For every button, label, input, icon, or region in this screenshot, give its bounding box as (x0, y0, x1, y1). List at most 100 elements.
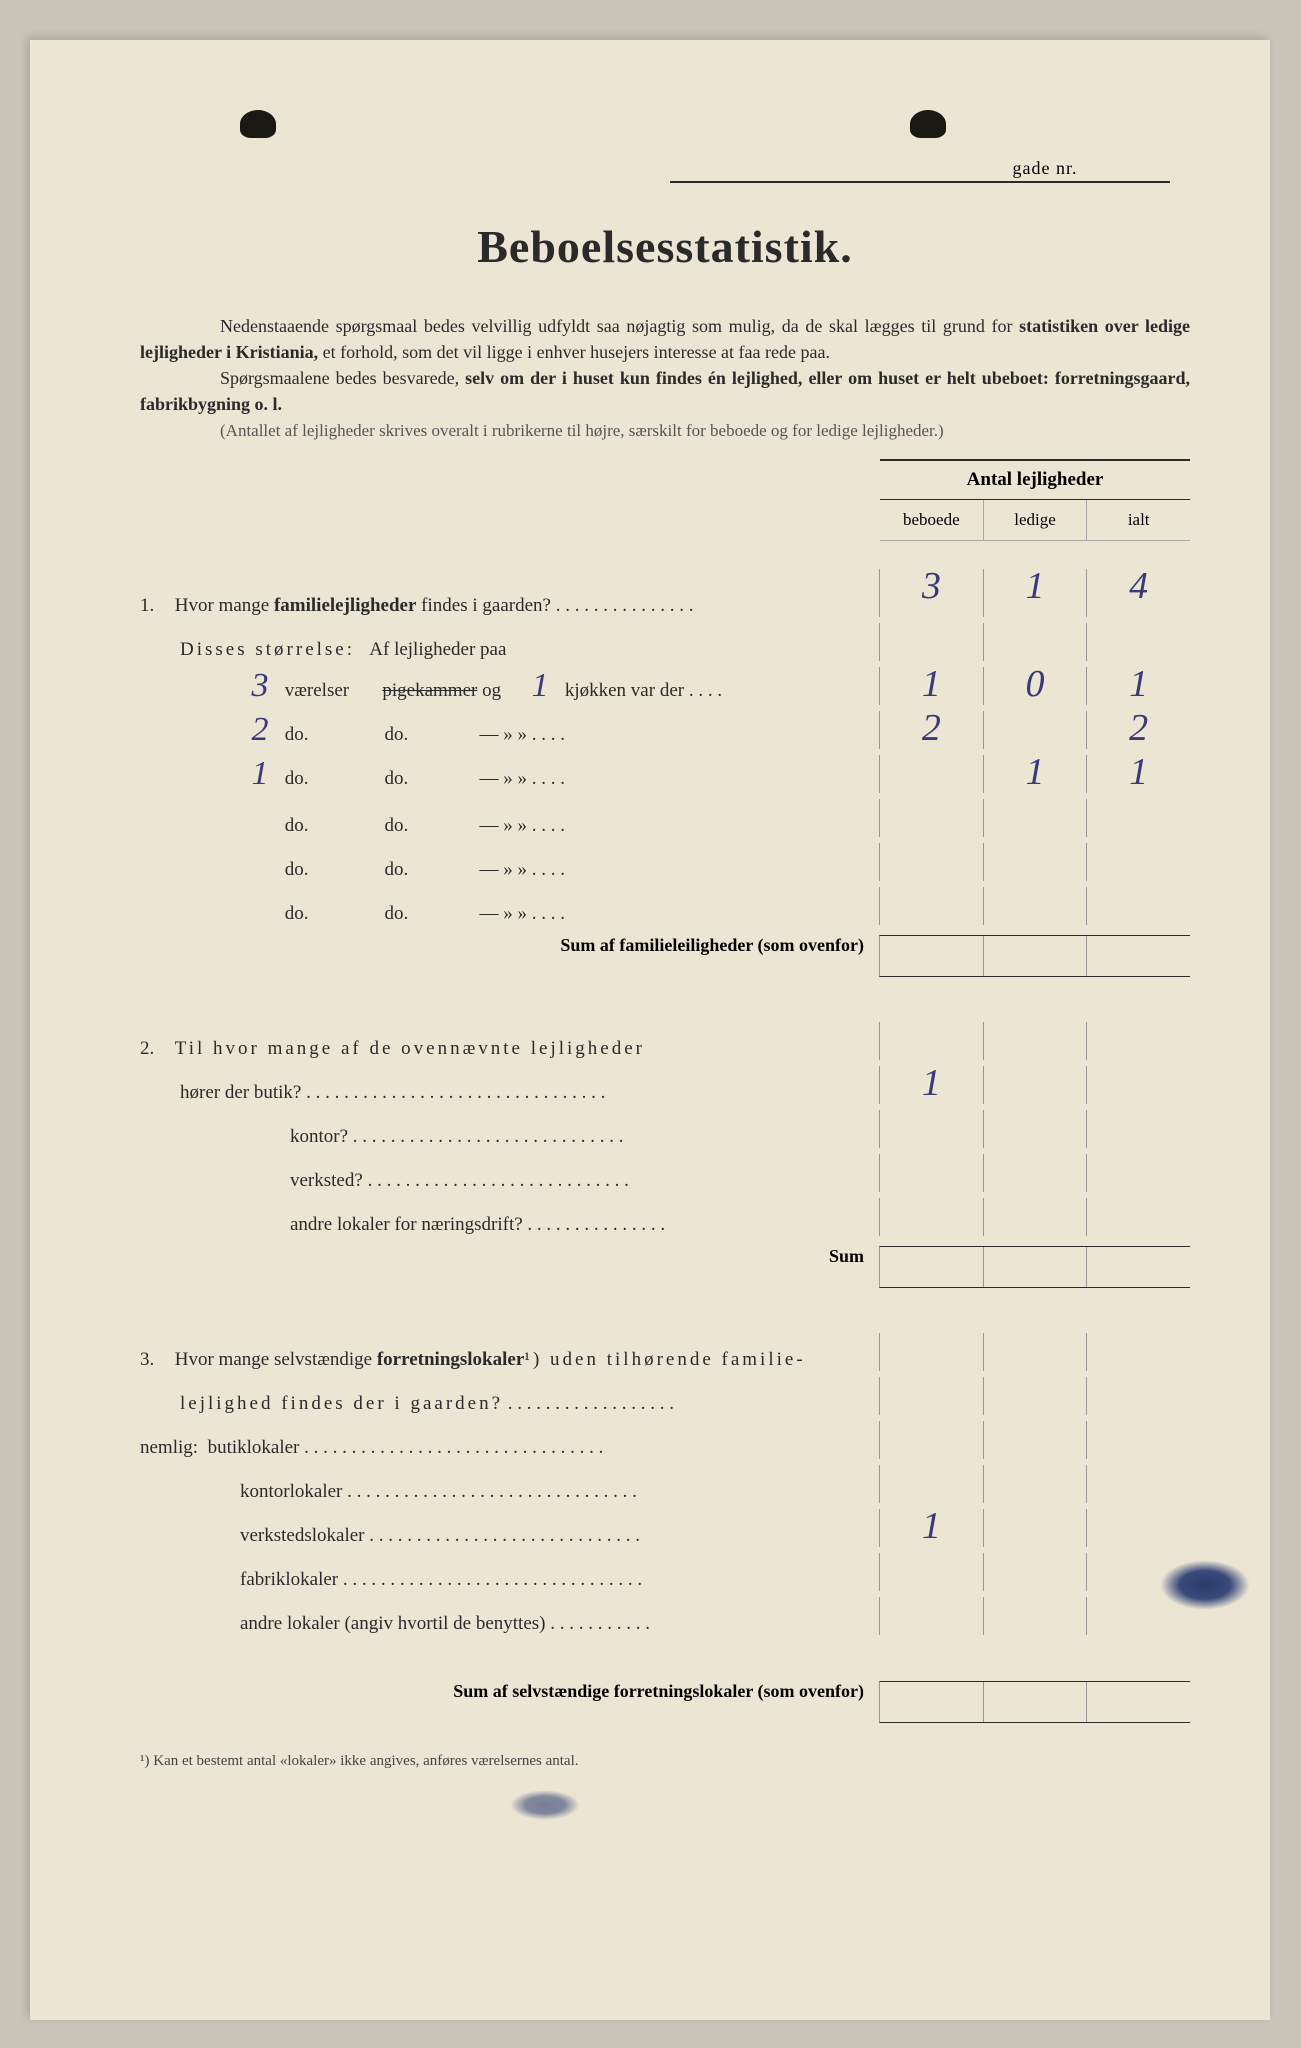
q1-size-row-1: 2 do. do. — » » . . . . 2 2 (140, 711, 1190, 749)
q1-size-b: Af lejligheder paa (369, 639, 506, 660)
q1-r0-kjlbl: kjøkken var der (565, 680, 684, 701)
q1-beboede: 3 (880, 569, 984, 617)
q1-r1-vaerlbl: do. (285, 724, 309, 745)
col-ledige: ledige (984, 500, 1088, 540)
q1-r2-b (880, 755, 984, 793)
q2-row-2: verksted? . . . . . . . . . . . . . . . … (140, 1154, 1190, 1192)
q1-size-row-2: 1 do. do. — » » . . . . 1 1 (140, 755, 1190, 793)
q3-r1-lbl: kontorlokaler (240, 1481, 342, 1502)
q1-size-row-4: do. do. — » » . . . . (140, 843, 1190, 881)
q3-r0-lbl: butiklokaler (208, 1437, 300, 1458)
q1-size-row-0: 3 værelser pigekammer og 1 kjøkken var d… (140, 667, 1190, 705)
q1-r3-vaerlbl: do. (285, 815, 309, 836)
q3-sum-row: Sum af selvstændige forretningslokaler (… (140, 1681, 1190, 1723)
q1-r2-l: 1 (984, 755, 1088, 793)
q3-row-2: verkstedslokaler . . . . . . . . . . . .… (140, 1509, 1190, 1547)
q1-r3-pk: do. (385, 815, 409, 836)
q1-size-row-3: do. do. — » » . . . . (140, 799, 1190, 837)
col-ialt: ialt (1087, 500, 1190, 540)
q1-r5-vaerlbl: do. (285, 903, 309, 924)
q1-r0-og: og (482, 680, 501, 701)
q1-r1-pk: do. (385, 724, 409, 745)
q1-r0-pk: pigekammer (382, 680, 477, 701)
q3-text-a: Hvor mange selvstændige (175, 1349, 377, 1370)
q3-row-4: andre lokaler (angiv hvortil de benyttes… (140, 1597, 1190, 1635)
q2-row-3: andre lokaler for næringsdrift? . . . . … (140, 1198, 1190, 1236)
q3-nemlig: nemlig: (140, 1437, 198, 1458)
q2-sum-row: Sum (140, 1246, 1190, 1288)
q3-row-3: fabriklokaler . . . . . . . . . . . . . … (140, 1553, 1190, 1591)
table-header: Antal lejligheder beboede ledige ialt (880, 459, 1190, 541)
page-title: Beboelsesstatistik. (140, 220, 1190, 273)
q1-r2-i: 1 (1087, 755, 1190, 793)
q1-r0-i: 1 (1087, 667, 1190, 705)
ink-blot (1160, 1560, 1250, 1610)
q3-r3-lbl: fabriklokaler (240, 1569, 338, 1590)
q1-r0-l: 0 (984, 667, 1088, 705)
punch-hole-right (910, 110, 946, 138)
intro-p2a: Spørgsmaalene bedes besvarede, (220, 368, 465, 388)
q1-r5-pk: do. (385, 903, 409, 924)
q2-r3-lbl: andre lokaler for næringsdrift? (290, 1214, 523, 1235)
q1-ledige: 1 (984, 569, 1088, 617)
q2-r2-lbl: verksted? (290, 1170, 363, 1191)
q1-row: 1. Hvor mange familielejligheder findes … (140, 569, 1190, 617)
intro-p1c: et forhold, som det vil ligge i enhver h… (318, 342, 830, 362)
q1-r2-vaer: 1 (240, 755, 280, 793)
q2-row-1: kontor? . . . . . . . . . . . . . . . . … (140, 1110, 1190, 1148)
q1-sum-row: Sum af familieleiligheder (som ovenfor) (140, 935, 1190, 977)
q2-text: Til hvor mange af de ovennævnte lejlighe… (175, 1038, 645, 1059)
q1-r1-i: 2 (1087, 711, 1190, 749)
q3-num: 3. (140, 1349, 170, 1371)
q3-text-d: lejlighed findes der i gaarden? (180, 1393, 503, 1414)
q1-r2-pk: do. (385, 768, 409, 789)
q2-header-row: 2. Til hvor mange af de ovennævnte lejli… (140, 1022, 1190, 1060)
intro-p1a: Nedenstaaende spørgsmaal bedes velvillig… (220, 316, 1019, 336)
q3-row-1: kontorlokaler . . . . . . . . . . . . . … (140, 1465, 1190, 1503)
q1-r1-kjlbl: — » » (480, 724, 528, 745)
q3-header-row: 3. Hvor mange selvstændige forretningslo… (140, 1333, 1190, 1371)
q2-row-0: hører der butik? . . . . . . . . . . . .… (140, 1066, 1190, 1104)
q2-num: 2. (140, 1038, 170, 1060)
q1-size-label-row: Disses størrelse: Af lejligheder paa (140, 623, 1190, 661)
q3-row-0: nemlig: butiklokaler . . . . . . . . . .… (140, 1421, 1190, 1459)
q1-r3-kjlbl: — » » (480, 815, 528, 836)
q1-size-a: Disses størrelse: (180, 639, 355, 660)
q1-r0-vaer: 3 (240, 667, 280, 705)
q2-r0-b: 1 (880, 1066, 984, 1104)
q1-text-b: familielejligheder (274, 595, 416, 616)
q1-r1-b: 2 (880, 711, 984, 749)
q1-r5-kjlbl: — » » (480, 903, 528, 924)
q1-text-a: Hvor mange (175, 595, 274, 616)
q1-r1-vaer: 2 (240, 711, 280, 749)
q1-r0-b: 1 (880, 667, 984, 705)
q1-r0-kj: 1 (520, 667, 560, 705)
header-address-line: gade nr. (670, 158, 1170, 183)
document-page: gade nr. Beboelsesstatistik. Nedenstaaen… (30, 40, 1270, 2020)
q1-r4-vaerlbl: do. (285, 859, 309, 880)
q3-sum-label: Sum af selvstændige forretningslokaler (… (453, 1681, 864, 1701)
col-beboede: beboede (880, 500, 984, 540)
intro-text: Nedenstaaende spørgsmaal bedes velvillig… (140, 313, 1190, 444)
footnote: ¹) Kan et bestemt antal «lokaler» ikke a… (140, 1753, 1190, 1770)
q3-r2-lbl: verkstedslokaler (240, 1525, 365, 1546)
q1-text-c: findes i gaarden? (416, 595, 551, 616)
q3-text-b: forretningslokaler (377, 1349, 524, 1370)
q3-header-row2: lejlighed findes der i gaarden? . . . . … (140, 1377, 1190, 1415)
table-header-title: Antal lejligheder (880, 459, 1190, 500)
gade-label: gade nr. (1013, 158, 1078, 178)
q1-size-row-5: do. do. — » » . . . . (140, 887, 1190, 925)
q1-ialt: 4 (1087, 569, 1190, 617)
q1-r2-vaerlbl: do. (285, 768, 309, 789)
q2-r0-lbl: hører der butik? (180, 1082, 301, 1103)
q2-sum-label: Sum (829, 1246, 864, 1266)
q3-text-c: ¹) uden tilhørende familie- (524, 1349, 805, 1370)
q1-num: 1. (140, 595, 170, 617)
intro-p3: (Antallet af lejligheder skrives overalt… (220, 421, 944, 440)
q1-r1-l (984, 711, 1088, 749)
q1-sum-label: Sum af familieleiligheder (som ovenfor) (560, 935, 864, 955)
q3-r2-b: 1 (880, 1509, 984, 1547)
q1-r4-kjlbl: — » » (480, 859, 528, 880)
punch-hole-left (240, 110, 276, 138)
q3-r4-lbl: andre lokaler (angiv hvortil de benyttes… (240, 1613, 545, 1634)
